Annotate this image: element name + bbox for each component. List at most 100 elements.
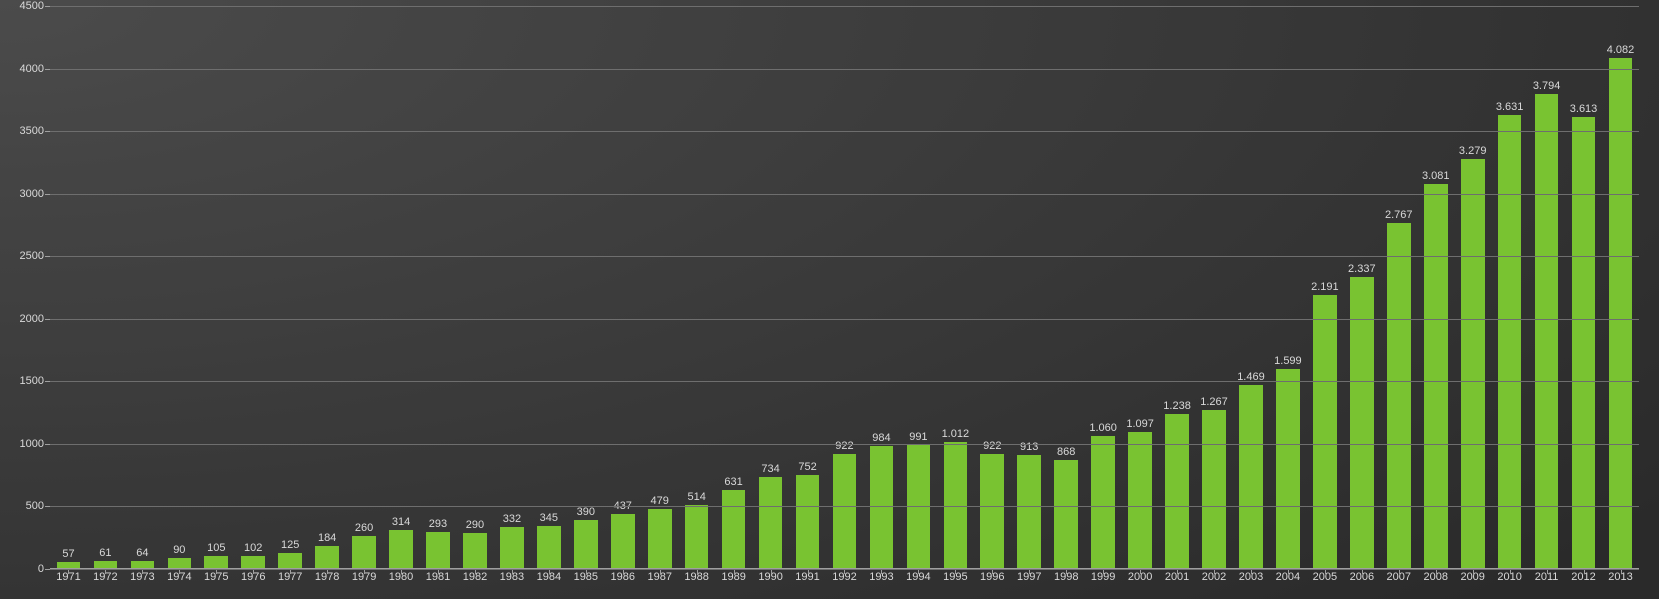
y-tick-mark [45,131,50,132]
bar-value-label: 90 [173,544,185,558]
x-tick-mark [771,569,772,574]
bar-slot: 2.7672007 [1380,6,1417,569]
x-tick-mark [1214,569,1215,574]
x-tick-mark [1510,569,1511,574]
bar-slot: 8681998 [1048,6,1085,569]
bar-slot: 1.0972000 [1122,6,1159,569]
bar: 514 [685,505,709,569]
bar-slot: 641973 [124,6,161,569]
x-tick-mark [475,569,476,574]
bar-slot: 1.4692003 [1233,6,1270,569]
x-tick-mark [660,569,661,574]
bar: 1.469 [1239,385,1263,569]
bar-slot: 3.6312010 [1491,6,1528,569]
x-tick-mark [1621,569,1622,574]
bar-slot: 1.5992004 [1269,6,1306,569]
bar: 345 [537,526,561,569]
x-tick-mark [1103,569,1104,574]
bar-slot: 2931981 [420,6,457,569]
bar: 64 [131,561,155,569]
bar-slot: 2.1912005 [1306,6,1343,569]
bar-value-label: 479 [651,495,669,509]
x-tick-mark [179,569,180,574]
bar-slot: 901974 [161,6,198,569]
bar: 913 [1017,455,1041,569]
bar: 1.012 [944,442,968,569]
bar-slot: 1.0601999 [1085,6,1122,569]
bar: 1.238 [1165,414,1189,569]
bar-value-label: 332 [503,513,521,527]
bar-slot: 4.0822013 [1602,6,1639,569]
x-tick-mark [105,569,106,574]
bar-value-label: 1.469 [1237,371,1265,385]
bar-slot: 5141988 [678,6,715,569]
bar-slot: 1841978 [309,6,346,569]
bar-slot: 9131997 [1011,6,1048,569]
bar-value-label: 3.279 [1459,145,1487,159]
bar-value-label: 1.060 [1089,422,1117,436]
y-tick-mark [45,256,50,257]
y-tick-mark [45,194,50,195]
bar-value-label: 984 [872,432,890,446]
x-tick-mark [216,569,217,574]
bar: 922 [980,454,1004,569]
x-tick-mark [992,569,993,574]
bar: 314 [389,530,413,569]
bar-value-label: 922 [835,440,853,454]
bar-slot: 571971 [50,6,87,569]
bar-value-label: 4.082 [1607,44,1635,58]
bar: 1.097 [1128,432,1152,569]
bar: 1.060 [1091,436,1115,569]
bar-value-label: 3.613 [1570,103,1598,117]
x-tick-mark [955,569,956,574]
bar: 3.631 [1498,115,1522,569]
bar-value-label: 57 [62,548,74,562]
bar-value-label: 3.794 [1533,80,1561,94]
x-tick-mark [438,569,439,574]
x-tick-mark [1399,569,1400,574]
bar-slot: 7341990 [752,6,789,569]
bar: 2.191 [1313,295,1337,569]
bar-value-label: 102 [244,542,262,556]
bar-value-label: 105 [207,542,225,556]
x-tick-mark [1029,569,1030,574]
x-tick-mark [808,569,809,574]
bar: 184 [315,546,339,569]
bar-slot: 9221992 [826,6,863,569]
x-tick-mark [401,569,402,574]
bar-slot: 3.0812008 [1417,6,1454,569]
bar-value-label: 290 [466,519,484,533]
x-tick-mark [549,569,550,574]
bar-slot: 2601979 [346,6,383,569]
bar-value-label: 293 [429,518,447,532]
bar-value-label: 1.097 [1126,418,1154,432]
bar: 2.337 [1350,277,1374,569]
bar-slot: 1.2382001 [1159,6,1196,569]
x-tick-mark [1547,569,1548,574]
bar: 1.267 [1202,410,1226,569]
x-tick-mark [881,569,882,574]
bar-slot: 3321983 [493,6,530,569]
x-tick-mark [623,569,624,574]
x-tick-mark [1288,569,1289,574]
x-tick-mark [1066,569,1067,574]
bar-slot: 3901985 [567,6,604,569]
bar-slot: 9911994 [900,6,937,569]
x-tick-mark [1436,569,1437,574]
bar-value-label: 913 [1020,441,1038,455]
bar-slot: 1051975 [198,6,235,569]
y-tick-mark [45,444,50,445]
bar: 437 [611,514,635,569]
bar-slot: 3.7942011 [1528,6,1565,569]
bar: 4.082 [1609,58,1633,569]
bar-value-label: 437 [614,500,632,514]
bar-slot: 3451984 [530,6,567,569]
bar-slot: 7521991 [789,6,826,569]
bar: 61 [94,561,118,569]
bar-slot: 2.3372006 [1343,6,1380,569]
bar-value-label: 314 [392,516,410,530]
bar-slot: 4371986 [604,6,641,569]
x-tick-mark [1584,569,1585,574]
bar: 991 [907,445,931,569]
bar-value-label: 2.337 [1348,263,1376,277]
